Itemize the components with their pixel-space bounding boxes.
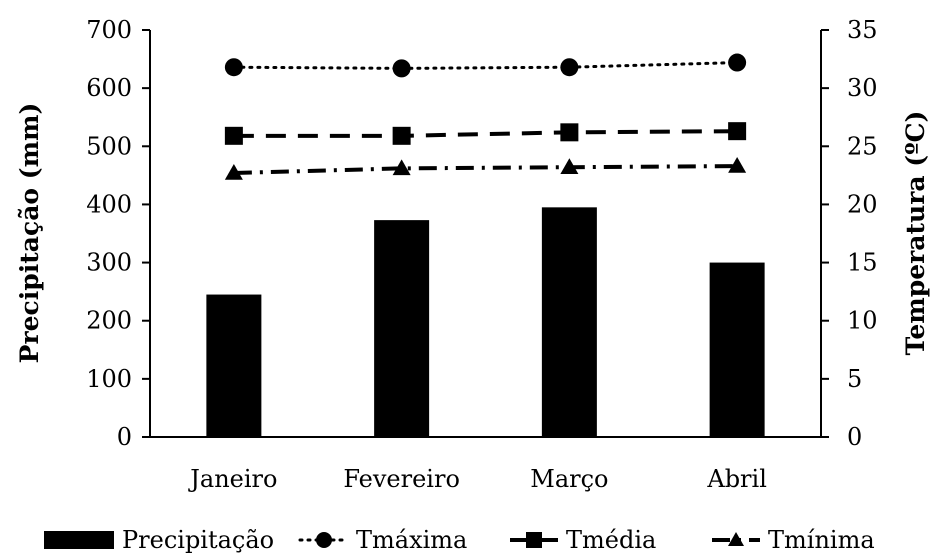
x-tick-label: Fevereiro — [343, 465, 460, 493]
point-tminima — [560, 158, 579, 174]
y-tick-label: 100 — [86, 365, 132, 393]
y2-tick-label: 25 — [847, 132, 878, 160]
x-tick-label: Abril — [706, 465, 767, 493]
axes — [142, 29, 829, 438]
point-tmedia — [560, 123, 579, 142]
series-line-tminima — [233, 164, 738, 176]
y2-tick-label: 10 — [847, 307, 878, 335]
y-tick-label: 200 — [86, 307, 132, 335]
point-tmedia — [392, 126, 411, 145]
plot-area — [206, 53, 765, 437]
point-tmaxima — [728, 53, 747, 72]
tick-labels: 0 100 200 300 400 500 600 700 0 5 10 15 20 25 30 35 Jane… — [86, 16, 877, 493]
bar-precipitacao — [709, 262, 765, 437]
point-tminima — [392, 159, 411, 176]
point-tminima — [224, 164, 243, 180]
point-tmaxima — [392, 59, 411, 78]
legend-label-precipitacao: Precipitação — [122, 526, 274, 553]
y-axis-title: Precipitação (mm) — [15, 103, 44, 364]
y2-tick-label: 35 — [847, 16, 878, 44]
point-tmaxima — [224, 58, 243, 77]
y2-tick-label: 20 — [847, 190, 878, 218]
y-tick-label: 500 — [86, 132, 132, 160]
y2-tick-label: 0 — [847, 423, 862, 451]
y-tick-label: 300 — [86, 249, 132, 277]
y-tick-label: 700 — [86, 16, 132, 44]
bar-precipitacao — [541, 207, 597, 437]
legend-marker-tminima — [728, 532, 744, 546]
legend-swatch-precipitacao — [44, 531, 114, 549]
y2-tick-label: 15 — [847, 249, 878, 277]
bar-precipitacao — [374, 220, 430, 437]
point-tmaxima — [560, 58, 579, 77]
legend-marker-tmaxima — [316, 532, 332, 548]
point-tminima — [728, 157, 747, 173]
y-tick-label: 400 — [86, 190, 132, 218]
y2-axis-title: Temperatura (ºC) — [901, 111, 930, 356]
series-line-tmaxima — [232, 61, 739, 70]
legend-marker-tmedia — [526, 532, 542, 548]
y-tick-label: 600 — [86, 74, 132, 102]
y2-tick-label: 5 — [847, 365, 862, 393]
legend: Precipitação Tmáxima Tmédia Tmínima — [44, 526, 875, 553]
y-tick-label: 0 — [117, 423, 132, 451]
x-tick-label: Março — [530, 465, 608, 493]
legend-label-tmedia: Tmédia — [566, 526, 656, 553]
legend-label-tminima: Tmínima — [768, 526, 875, 553]
series-line-tmedia — [233, 129, 738, 138]
point-tmedia — [224, 126, 243, 145]
y2-tick-label: 30 — [847, 74, 878, 102]
x-tick-label: Janeiro — [187, 465, 277, 493]
bar-precipitacao — [206, 294, 262, 437]
point-tmedia — [728, 122, 747, 141]
legend-label-tmaxima: Tmáxima — [356, 526, 467, 553]
